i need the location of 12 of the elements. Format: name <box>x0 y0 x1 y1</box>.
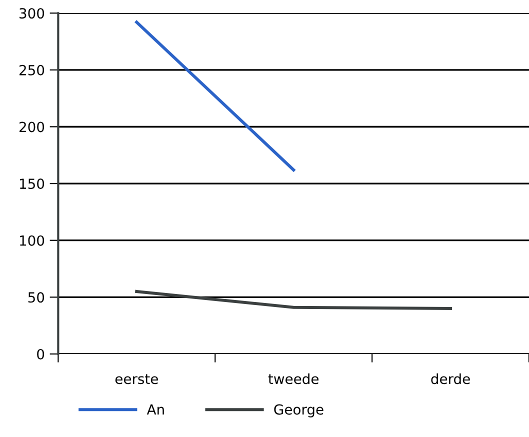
legend-label: An <box>146 404 164 415</box>
y-tick-label: 50 <box>28 292 44 303</box>
y-tick-label: 300 <box>20 8 44 19</box>
x-tick-label: derde <box>431 373 470 384</box>
y-tick-label: 100 <box>20 235 44 246</box>
legend-label: George <box>274 404 324 418</box>
y-tick-label: 0 <box>37 348 44 360</box>
y-tick-label: 200 <box>20 122 44 132</box>
y-tick-label: 250 <box>20 64 44 76</box>
y-tick-label: 150 <box>20 178 44 190</box>
x-tick-label: tweede <box>268 373 318 384</box>
x-tick-label: eerste <box>115 374 158 384</box>
